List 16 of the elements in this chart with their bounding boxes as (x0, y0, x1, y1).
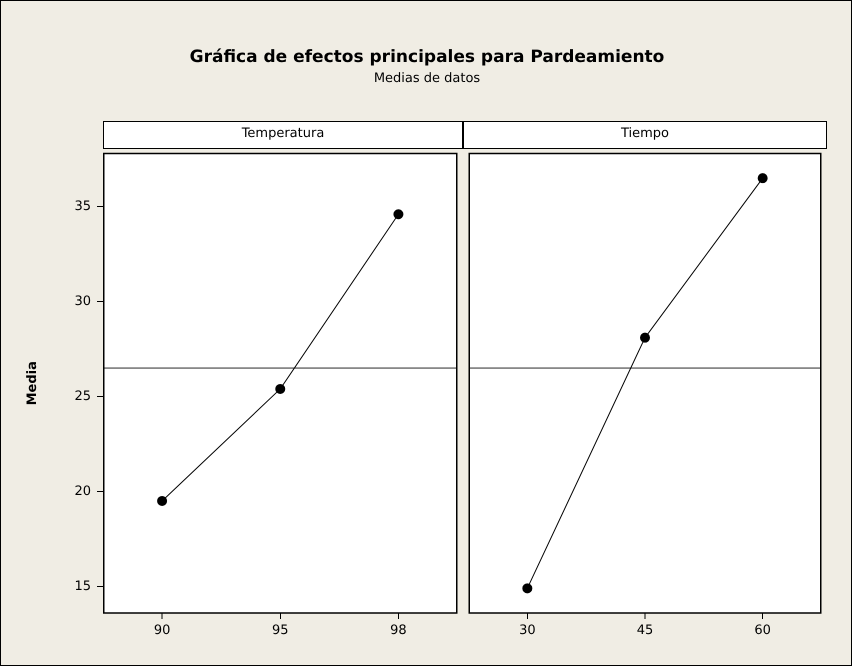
x-tick-label: 60 (754, 623, 771, 638)
x-tick-label: 30 (519, 623, 536, 638)
y-tick-label: 30 (74, 294, 91, 309)
x-tick-label: 90 (154, 623, 170, 638)
chart-title: Gráfica de efectos principales para Pardeamiento (188, 47, 666, 67)
chart-subtitle: Medias de datos (372, 71, 482, 86)
x-tick-label: 95 (272, 623, 289, 638)
y-tick-label: 25 (74, 388, 91, 404)
x-tick-label: 98 (390, 623, 407, 638)
y-axis-title: Media (25, 361, 40, 406)
y-tick-label: 20 (74, 484, 91, 499)
x-tick-label: 45 (636, 623, 654, 638)
y-tick-label: 35 (74, 199, 91, 214)
y-tick-label: 15 (74, 578, 91, 594)
x-axis-title: Tiempo (463, 121, 827, 149)
x-axis-title: Temperatura (103, 121, 463, 149)
